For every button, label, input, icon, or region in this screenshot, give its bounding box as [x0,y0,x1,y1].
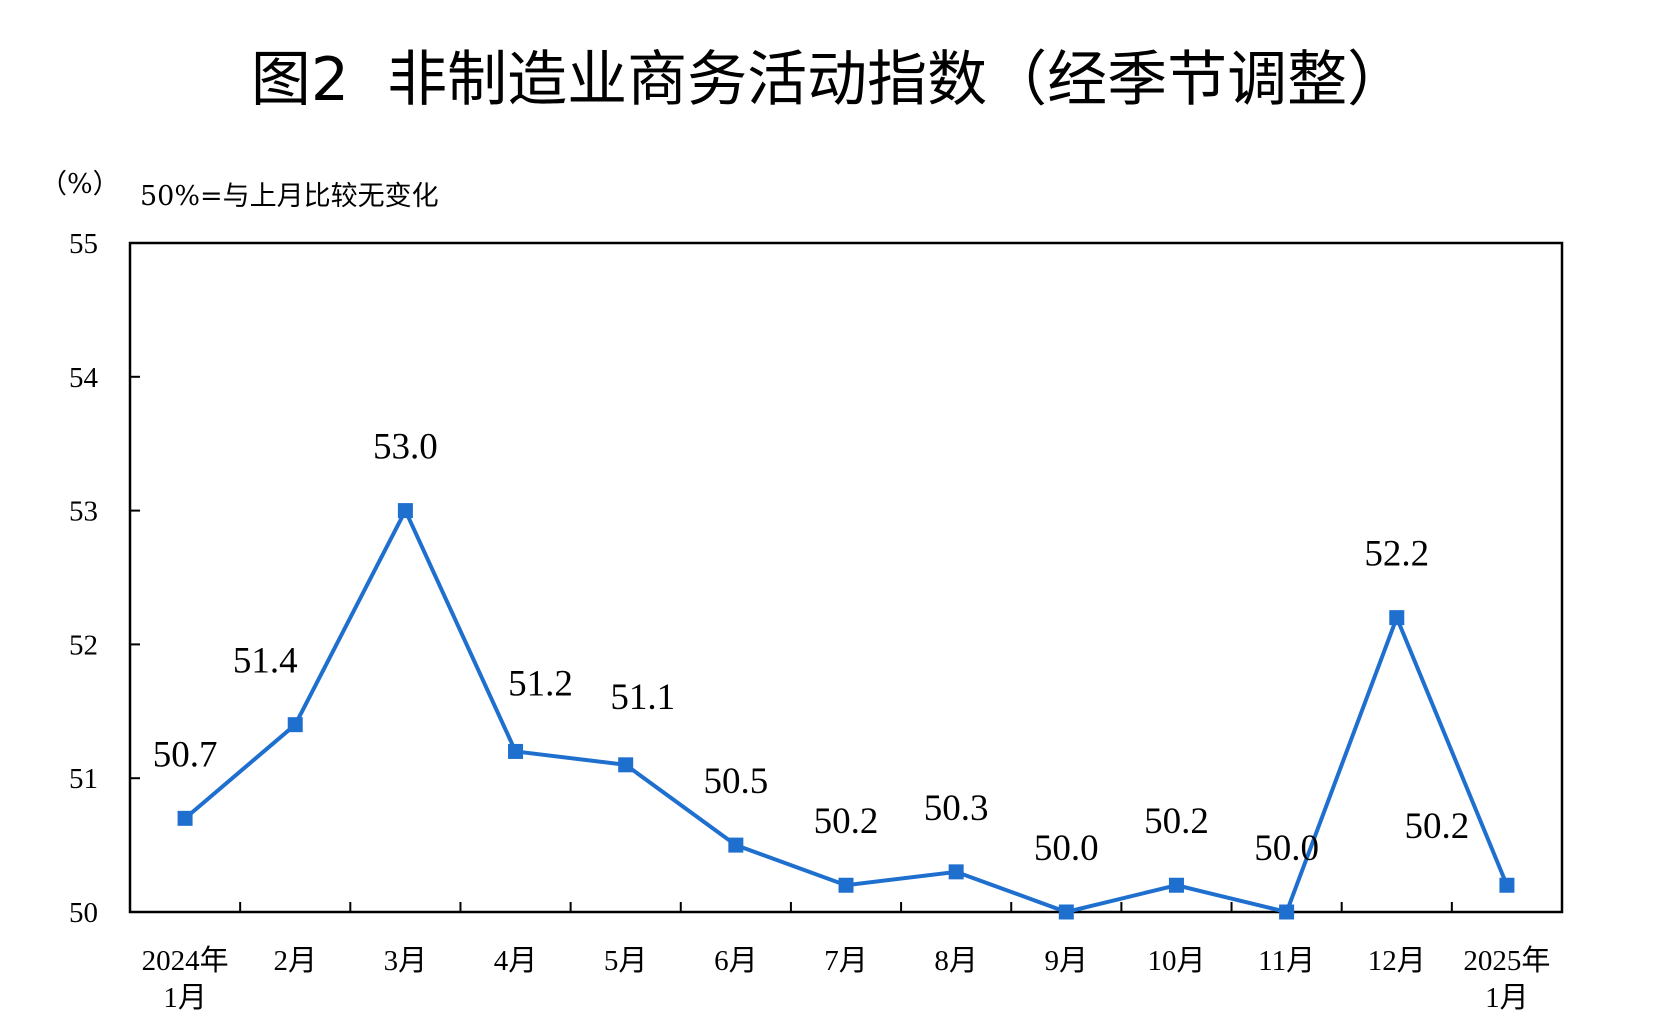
y-tick-label: 53 [69,496,98,528]
data-labels: 50.7 51.4 53.0 51.2 51.1 50.5 50.2 50.3 50.0 50.2… [153,427,1470,869]
data-label: 52.2 [1364,534,1429,575]
data-point [397,503,413,519]
y-tick-label: 54 [69,362,99,394]
series-markers [177,503,1515,920]
x-tick-label: 3月 [384,945,428,977]
data-point [948,864,964,880]
y-tick-label: 51 [69,763,98,795]
x-tick-label: 12月 [1368,945,1426,977]
x-tick-label: 9月 [1045,945,1089,977]
x-tick-label: 10月 [1147,945,1205,977]
x-tick-label: 7月 [824,945,868,977]
data-point [287,717,303,733]
x-tick-label: 8月 [934,945,978,977]
data-label: 50.2 [1405,806,1470,847]
data-label: 50.0 [1254,828,1319,869]
data-label: 51.1 [610,677,675,718]
x-tick-label: 2025年 [1463,944,1550,977]
x-tick-label: 4月 [494,945,538,977]
data-label: 50.2 [1144,801,1209,842]
data-point [1389,610,1405,626]
data-label: 50.7 [153,734,218,775]
data-point [618,757,634,773]
x-tick-label: 1月 [163,982,207,1014]
x-tick-label: 11月 [1258,945,1315,977]
chart-title: 图2 非制造业商务活动指数（经季节调整） [251,45,1407,115]
data-label: 50.2 [814,801,879,842]
data-point [508,743,524,759]
plot-frame [128,241,1564,914]
x-tick-label: 2024年 [142,944,229,977]
y-unit-label: （%） [40,169,120,200]
data-label: 50.0 [1034,828,1099,869]
data-point [1499,877,1515,893]
data-point [1168,877,1184,893]
data-label: 51.4 [233,641,298,682]
data-point [838,877,854,893]
y-tick-label: 55 [69,228,98,260]
data-label: 50.3 [924,788,989,829]
data-label: 50.5 [703,761,768,802]
x-tick-label: 5月 [604,945,648,977]
x-tick-label: 2月 [273,945,317,977]
data-label: 53.0 [373,427,438,468]
data-label: 51.2 [508,663,573,704]
data-point [1058,904,1074,920]
baseline-note: 50%=与上月比较无变化 [140,181,439,212]
data-point [728,837,744,853]
y-axis: 50 51 52 53 54 55 [69,228,140,929]
x-axis: 2024年 1月 2月 3月 4月 5月 6月 7月 8月 9月 10月 11月 12月 2025年 1月 [142,902,1550,1014]
data-point [177,810,193,826]
y-tick-label: 50 [69,897,98,929]
y-tick-label: 52 [69,629,98,661]
data-point [1279,904,1295,920]
x-tick-label: 6月 [714,945,758,977]
x-tick-label: 1月 [1485,982,1529,1014]
